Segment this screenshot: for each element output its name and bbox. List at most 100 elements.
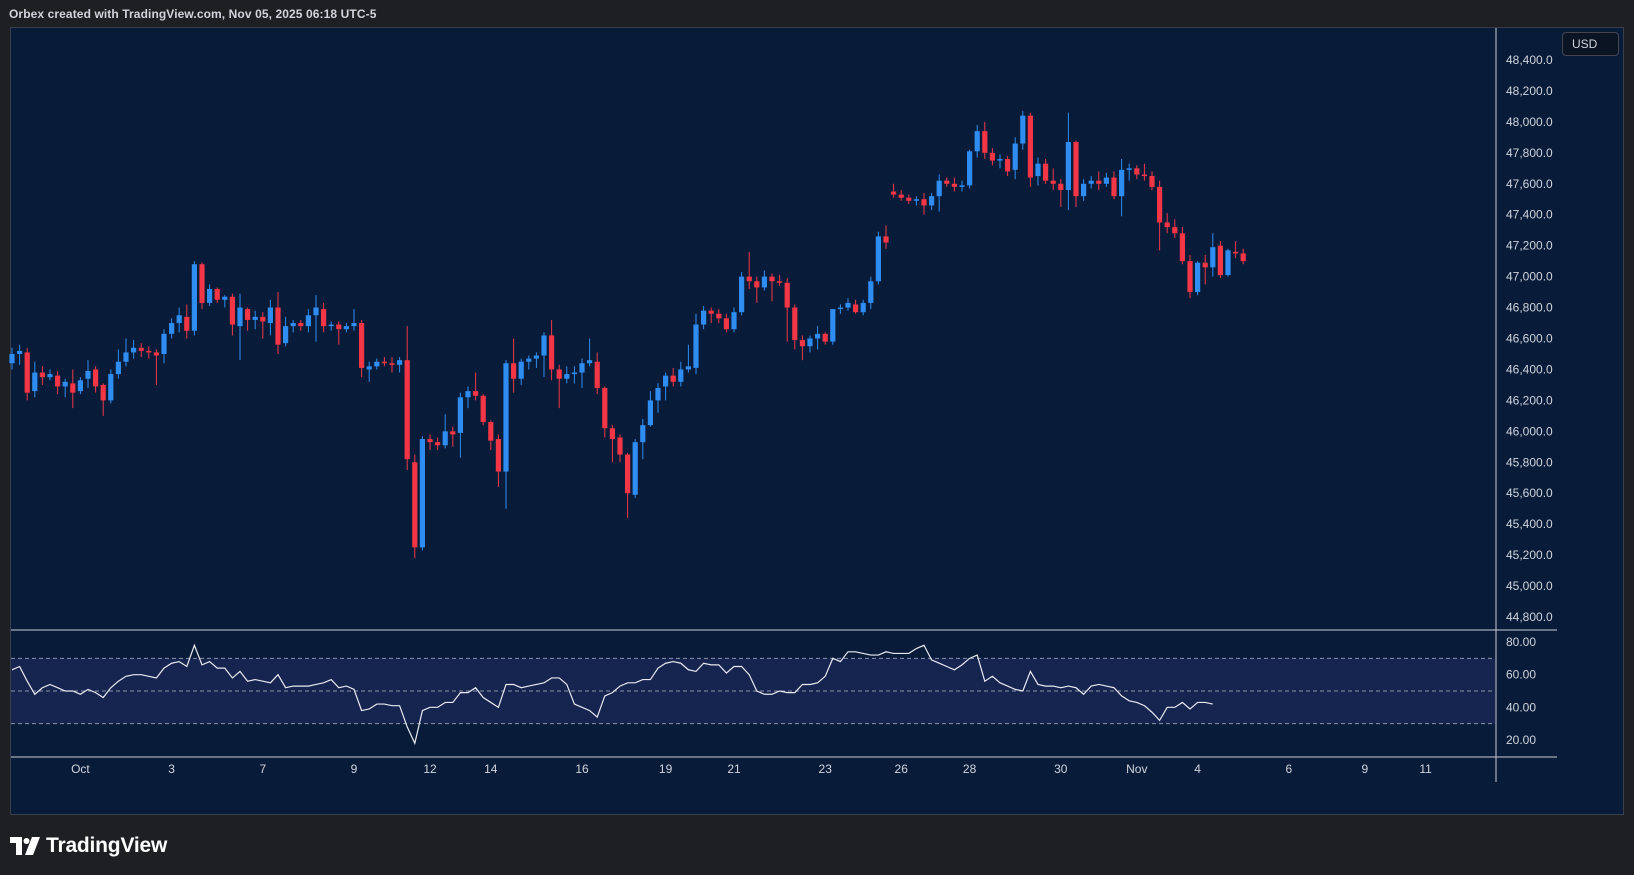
candle-body bbox=[1217, 245, 1223, 276]
candle-body bbox=[214, 288, 220, 300]
tradingview-logo-text: TradingView bbox=[46, 834, 168, 857]
candle-body bbox=[853, 304, 859, 313]
tradingview-logo-icon bbox=[10, 837, 40, 855]
candle-body bbox=[609, 428, 615, 440]
candle-body bbox=[685, 366, 691, 370]
candle-body bbox=[442, 431, 448, 446]
time-tick-label: 9 bbox=[1361, 762, 1368, 776]
time-tick-label: 23 bbox=[819, 762, 833, 776]
candle-body bbox=[556, 369, 562, 379]
price-tick-label: 47,200.0 bbox=[1506, 239, 1553, 253]
candle-body bbox=[571, 372, 577, 375]
candle-body bbox=[1134, 168, 1140, 175]
candle-body bbox=[936, 180, 942, 197]
candle-body bbox=[921, 199, 927, 206]
price-tick-label: 47,000.0 bbox=[1506, 270, 1553, 284]
candle-body bbox=[381, 361, 387, 364]
candle-body bbox=[115, 361, 121, 375]
candle-body bbox=[602, 388, 608, 429]
candle-body bbox=[693, 324, 699, 368]
candle-body bbox=[663, 375, 669, 387]
candle-body bbox=[176, 315, 182, 324]
candle-body bbox=[807, 338, 813, 347]
rsi-line bbox=[11, 643, 1213, 746]
candle-body bbox=[1050, 180, 1056, 184]
candle-body bbox=[533, 355, 539, 359]
candle-body bbox=[1126, 168, 1132, 170]
candle-body bbox=[100, 384, 106, 401]
time-tick-label: 26 bbox=[895, 762, 909, 776]
candle-body bbox=[1187, 261, 1193, 293]
candle-body bbox=[799, 340, 805, 347]
candle-body bbox=[9, 353, 15, 364]
candle-body bbox=[967, 151, 973, 186]
price-tick-label: 46,000.0 bbox=[1506, 424, 1553, 438]
price-tick-label: 45,800.0 bbox=[1506, 455, 1553, 469]
candle-body bbox=[39, 372, 45, 378]
candle-body bbox=[868, 281, 874, 303]
candle-body bbox=[1240, 253, 1246, 262]
candle-body bbox=[860, 302, 866, 313]
candle-body bbox=[138, 347, 144, 351]
candle-body bbox=[526, 358, 532, 362]
candle-body bbox=[222, 296, 228, 300]
price-tick-label: 48,000.0 bbox=[1506, 115, 1553, 129]
time-tick-label: 30 bbox=[1054, 762, 1068, 776]
candle-body bbox=[267, 307, 273, 324]
candle-body bbox=[1141, 174, 1147, 177]
time-tick-label: Oct bbox=[71, 762, 90, 776]
candle-body bbox=[906, 197, 912, 201]
candle-body bbox=[632, 442, 638, 495]
candle-body bbox=[359, 323, 365, 368]
candle-body bbox=[754, 281, 760, 288]
currency-badge[interactable]: USD bbox=[1562, 32, 1619, 56]
rsi-tick-label: 80.00 bbox=[1506, 635, 1536, 649]
candle-body bbox=[412, 462, 418, 548]
candle-body bbox=[815, 333, 821, 339]
candle-body bbox=[891, 191, 897, 195]
candle-body bbox=[594, 361, 600, 389]
price-tick-label: 47,800.0 bbox=[1506, 146, 1553, 160]
time-tick-label: 21 bbox=[727, 762, 741, 776]
candle-body bbox=[85, 370, 91, 379]
candle-body bbox=[343, 326, 349, 330]
candle-body bbox=[389, 363, 395, 365]
candle-body bbox=[290, 323, 296, 327]
candle-body bbox=[503, 363, 509, 472]
candle-body bbox=[716, 313, 722, 319]
candle-body bbox=[184, 316, 190, 331]
candle-body bbox=[792, 307, 798, 341]
candle-body bbox=[761, 276, 767, 288]
price-tick-label: 48,400.0 bbox=[1506, 53, 1553, 67]
time-tick-label: 6 bbox=[1285, 762, 1292, 776]
time-tick-label: 28 bbox=[963, 762, 977, 776]
candle-body bbox=[252, 316, 258, 320]
tradingview-logo[interactable]: TradingView bbox=[10, 833, 167, 859]
candle-body bbox=[123, 352, 129, 362]
candle-body bbox=[739, 276, 745, 313]
candle-body bbox=[913, 199, 919, 201]
candle-body bbox=[982, 131, 988, 153]
candle-body bbox=[951, 183, 957, 187]
candle-body bbox=[62, 381, 68, 387]
candle-body bbox=[245, 309, 251, 320]
candle-body bbox=[822, 333, 828, 342]
candle-body bbox=[746, 276, 752, 282]
candle-body bbox=[207, 288, 213, 303]
candle-body bbox=[647, 400, 653, 426]
candle-body bbox=[161, 333, 167, 354]
candle-body bbox=[974, 131, 980, 152]
price-tick-label: 44,800.0 bbox=[1506, 610, 1553, 624]
candle-body bbox=[1027, 115, 1033, 178]
candle-body bbox=[1149, 176, 1155, 187]
header-bar: Orbex created with TradingView.com, Nov … bbox=[0, 0, 1634, 28]
candle-body bbox=[670, 375, 676, 382]
candle-body bbox=[959, 185, 965, 187]
time-tick-label: 3 bbox=[168, 762, 175, 776]
candle-body bbox=[169, 323, 175, 334]
price-tick-label: 46,200.0 bbox=[1506, 393, 1553, 407]
rsi-tick-label: 20.00 bbox=[1506, 733, 1536, 747]
candle-body bbox=[397, 360, 403, 365]
rsi-tick-label: 40.00 bbox=[1506, 700, 1536, 714]
